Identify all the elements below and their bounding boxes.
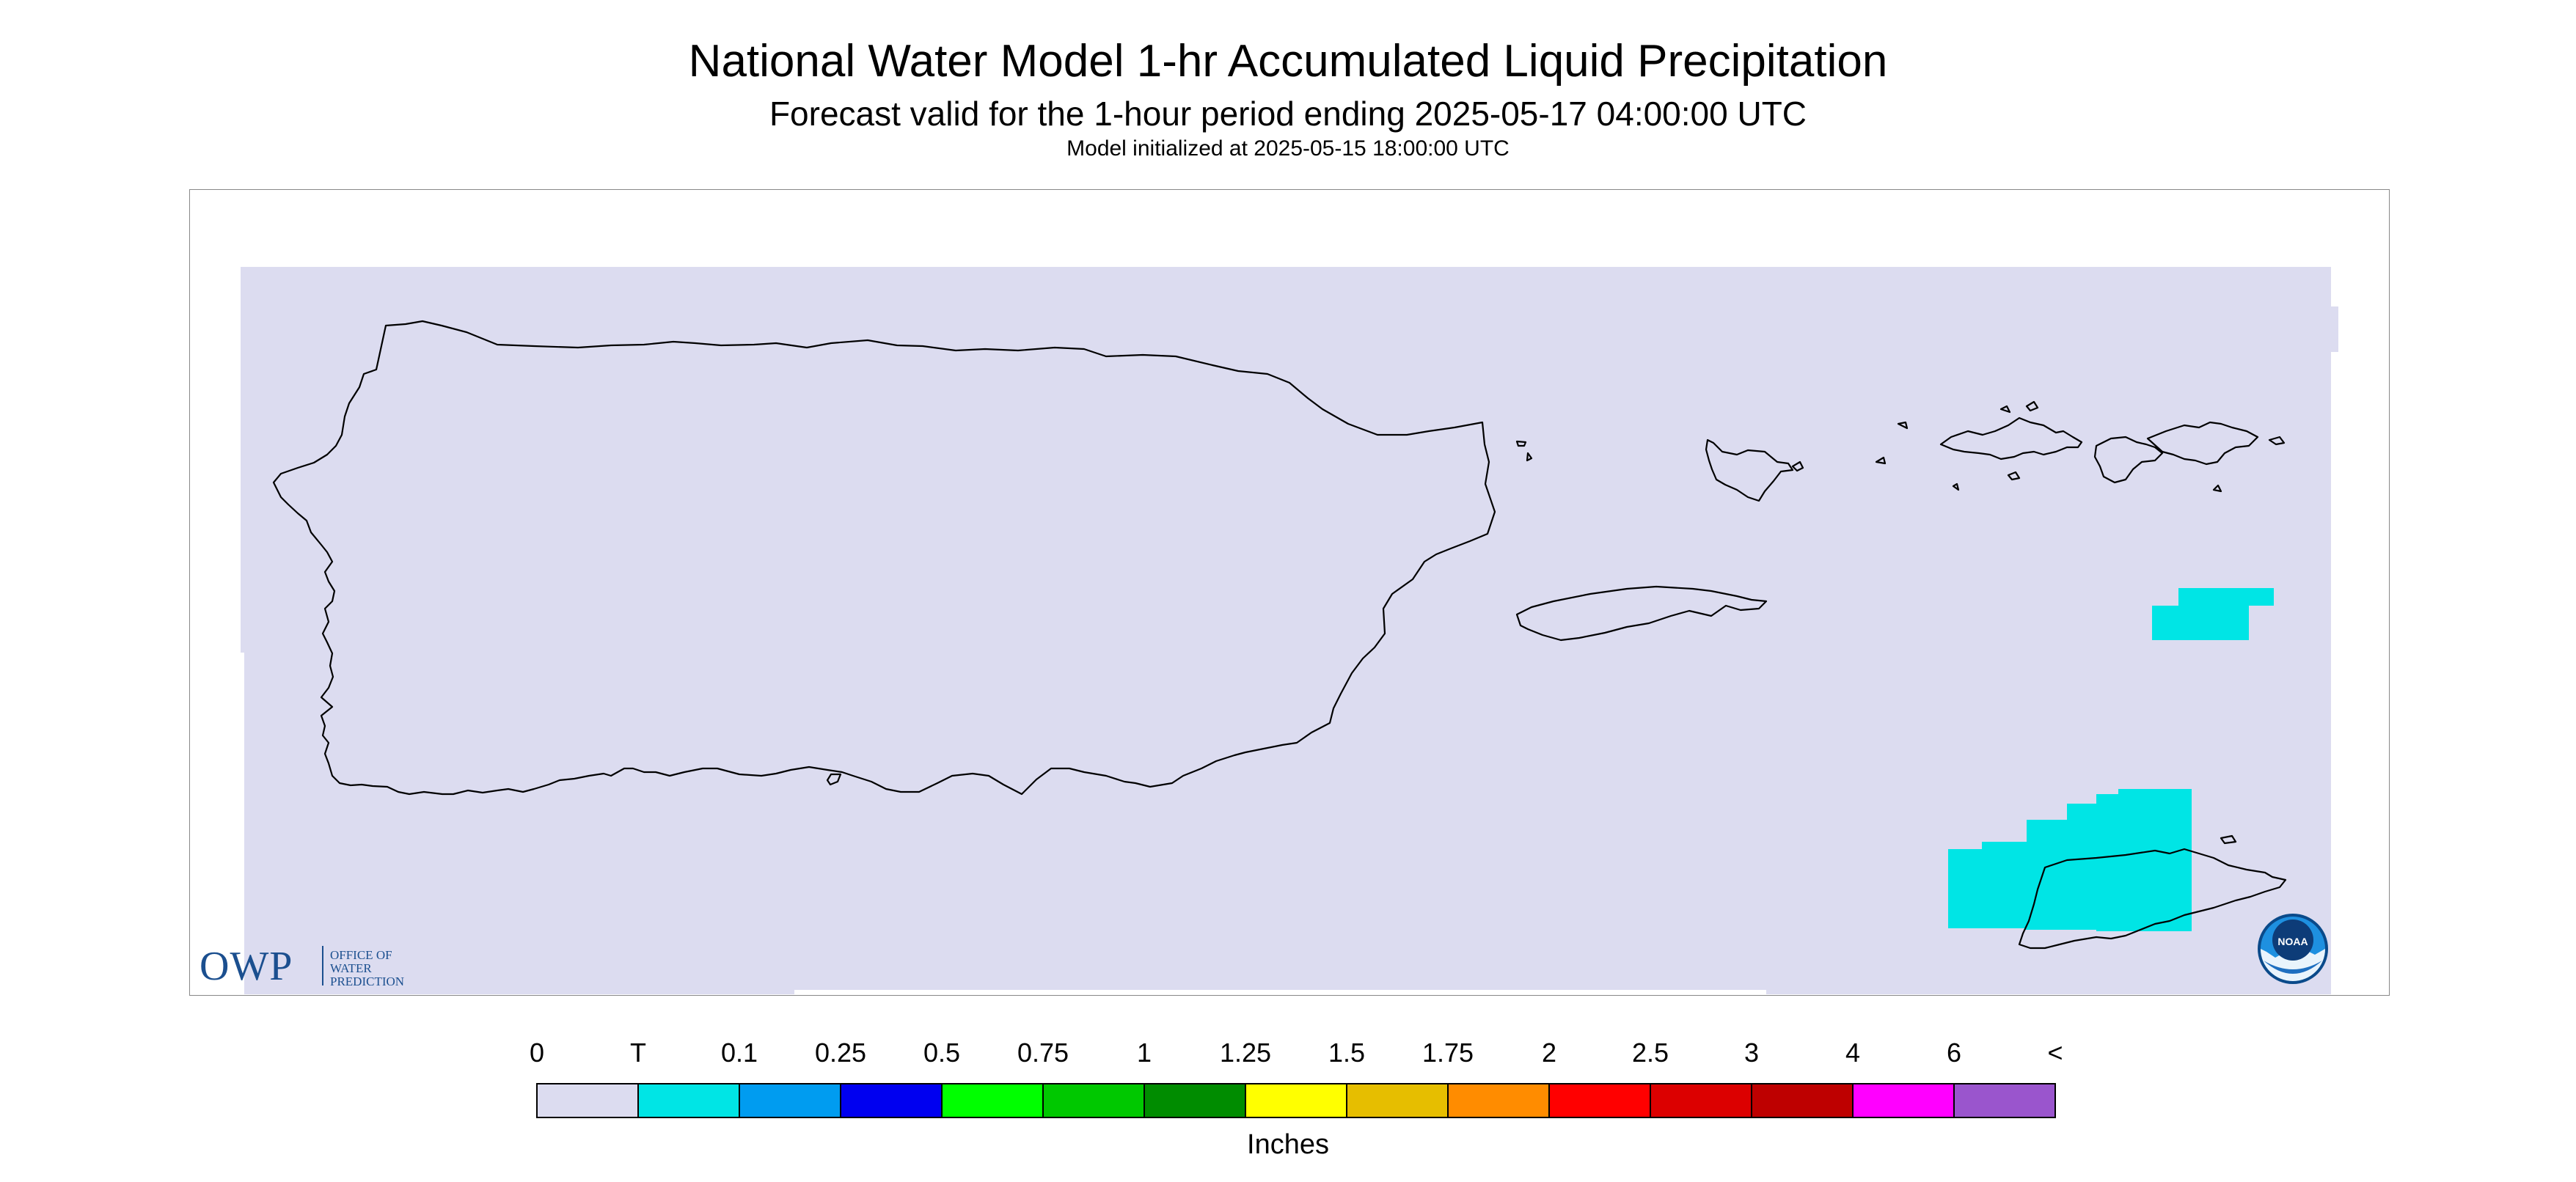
legend-label: 6 (1947, 1038, 1961, 1068)
legend-units: Inches (1247, 1129, 1329, 1160)
puerto-rico-outline (272, 320, 1496, 796)
bvi-outline (2146, 421, 2286, 493)
legend-swatch (1548, 1083, 1651, 1118)
legend-swatch (1042, 1083, 1145, 1118)
map-title: National Water Model 1-hr Accumulated Li… (688, 36, 1888, 87)
legend-labels: 0 T 0.1 0.25 0.5 0.75 1 1.25 1.5 1.75 2 2.5 3 4 6 < (530, 1038, 2063, 1068)
legend-swatch (1447, 1083, 1550, 1118)
culebra-outline (1705, 438, 1804, 502)
st-john-outline (2093, 436, 2164, 484)
legend-label: 1 (1137, 1038, 1152, 1068)
owp-logo-line1: OFFICE OF (330, 948, 392, 962)
mona-island-outline (826, 773, 842, 786)
vieques-island-outline (1515, 585, 1768, 642)
legend-swatch (1751, 1083, 1854, 1118)
legend-swatch (536, 1083, 639, 1118)
legend-label: 1.25 (1220, 1038, 1271, 1068)
owp-logo-icon: OWP OFFICE OF WATER PREDICTION (200, 944, 404, 989)
legend-swatch (941, 1083, 1044, 1118)
legend-swatch (1245, 1083, 1347, 1118)
legend-label: 2 (1542, 1038, 1556, 1068)
legend-label: 0.1 (721, 1038, 758, 1068)
owp-logo-mark: OWP (200, 944, 293, 989)
legend-label: 0 (530, 1038, 544, 1068)
owp-logo-line3: PREDICTION (330, 974, 404, 988)
small-cay-outline (1875, 421, 2021, 491)
legend-label: 0.5 (923, 1038, 960, 1068)
legend-label: 2.5 (1632, 1038, 1669, 1068)
noaa-logo-text: NOAA (2277, 936, 2308, 947)
legend-swatch (1953, 1083, 2056, 1118)
legend-swatches (536, 1083, 2056, 1118)
st-croix-outline (2018, 834, 2287, 950)
legend-swatch (1346, 1083, 1449, 1118)
legend-swatch (840, 1083, 943, 1118)
legend-swatch (1144, 1083, 1246, 1118)
legend-label: 0.75 (1017, 1038, 1069, 1068)
culebra-island-outline (1515, 440, 1533, 462)
st-thomas-outline (1939, 400, 2083, 460)
model-init-time: Model initialized at 2025-05-15 18:00:00… (1066, 136, 1510, 161)
coastlines (272, 320, 2287, 950)
legend-swatch (739, 1083, 841, 1118)
model-domain-area (241, 267, 2338, 994)
noaa-logo-icon: NOAA (2258, 914, 2328, 984)
map-subtitle: Forecast valid for the 1-hour period end… (769, 95, 1807, 133)
legend-swatch (1852, 1083, 1955, 1118)
legend-label: 1.5 (1328, 1038, 1365, 1068)
legend-swatch (1650, 1083, 1752, 1118)
legend-label: < (2047, 1038, 2063, 1068)
legend-swatch (637, 1083, 740, 1118)
legend-label: 3 (1744, 1038, 1759, 1068)
precipitation-map: NOAA (189, 189, 2390, 996)
legend-label: 4 (1845, 1038, 1860, 1068)
precip-cell-east (2152, 588, 2274, 640)
legend-label: 1.75 (1422, 1038, 1474, 1068)
owp-logo-line2: WATER (330, 961, 372, 975)
legend-label: 0.25 (815, 1038, 866, 1068)
legend-label: T (630, 1038, 646, 1068)
